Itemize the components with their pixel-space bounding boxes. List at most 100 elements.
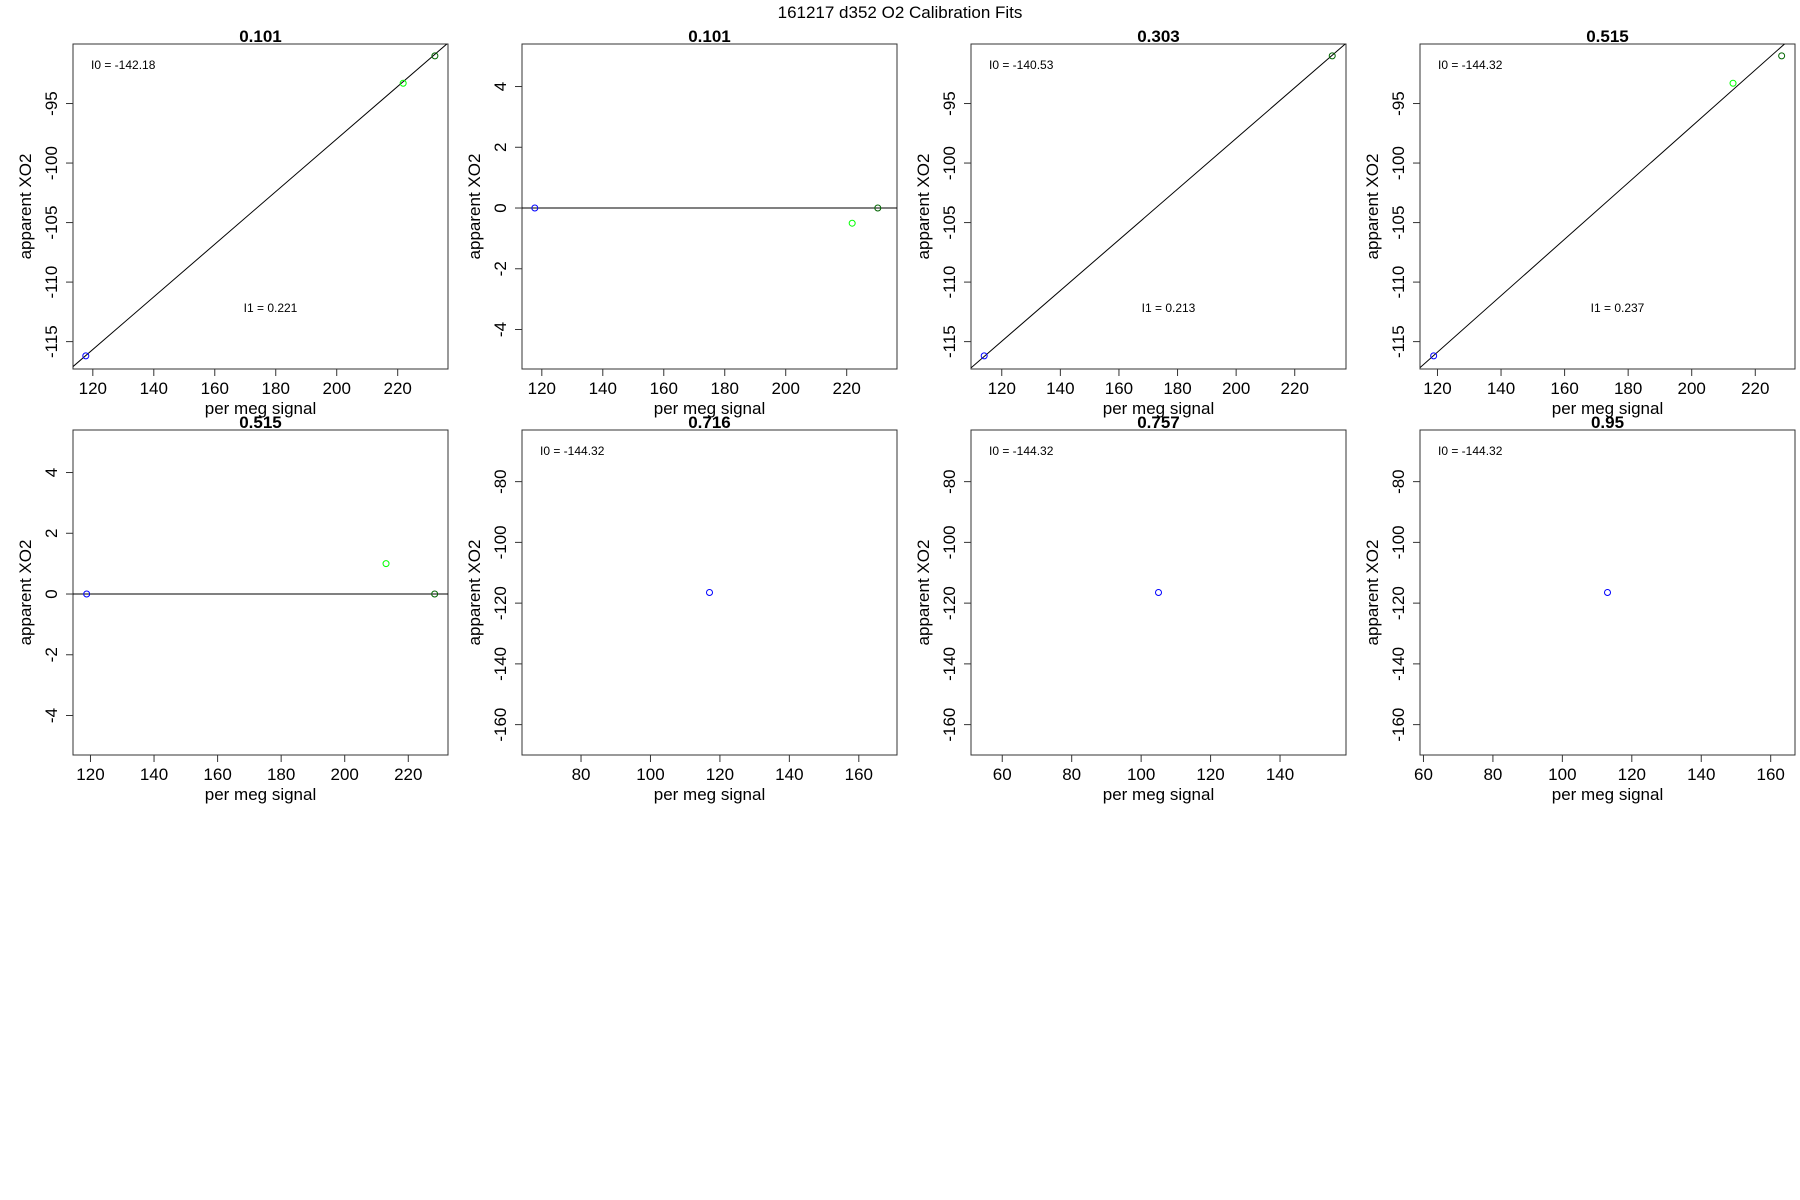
x-tick-label: 160: [203, 765, 231, 784]
panel-title: 0.515: [1586, 27, 1629, 46]
y-tick-label: -95: [1389, 91, 1408, 116]
y-tick-label: -120: [491, 586, 510, 620]
panel-6: 0.716 80 100 120 140 160 -80 -100 -120 -140 -160 pe…: [465, 413, 898, 804]
x-tick-label: 200: [772, 379, 800, 398]
x-tick-label: 140: [589, 379, 617, 398]
y-tick-label: -100: [491, 525, 510, 559]
fit-annotation: I1 = 0.213: [1142, 301, 1196, 315]
y-tick-label: 0: [491, 203, 510, 212]
data-point: [382, 560, 390, 568]
x-tick-label: 100: [1127, 765, 1155, 784]
y-axis-label: apparent XO2: [465, 154, 484, 260]
data-point: [1430, 352, 1438, 360]
x-tick-label: 140: [1487, 379, 1515, 398]
y-tick-label: -95: [940, 91, 959, 116]
x-tick-label: 120: [76, 765, 104, 784]
plot-frame: [1419, 429, 1796, 756]
y-tick-label: -120: [1389, 586, 1408, 620]
page-title: 161217 d352 O2 Calibration Fits: [778, 3, 1023, 22]
fit-annotation: I0 = -144.32: [1438, 444, 1503, 458]
data-point: [431, 52, 439, 60]
panel-title: 0.101: [688, 27, 731, 46]
panel-3: 0.303 120 140 160 180 200 220 -95 -100 -105 -110 -1…: [914, 27, 1347, 418]
y-tick-label: 4: [42, 468, 61, 477]
x-axis-label: per meg signal: [1552, 785, 1664, 804]
y-tick-label: -80: [940, 469, 959, 494]
x-tick-label: 200: [1222, 379, 1250, 398]
x-tick-label: 160: [1757, 765, 1785, 784]
y-tick-label: -105: [1389, 206, 1408, 240]
y-tick-label: -115: [940, 325, 959, 358]
x-tick-label: 180: [262, 379, 290, 398]
x-tick-label: 120: [79, 379, 107, 398]
panel-title: 0.757: [1137, 413, 1180, 432]
x-axis-label: per meg signal: [654, 785, 766, 804]
y-tick-label: -105: [42, 206, 61, 240]
panel-4: 0.515 120 140 160 180 200 220 -95 -100 -105 -110 -1…: [1363, 27, 1796, 418]
fit-annotation: I0 = -144.32: [989, 444, 1054, 458]
data-point: [1778, 52, 1786, 60]
plot-frame: [1419, 43, 1796, 370]
panel-1: 0.101 120 140 160 180 200 220 -95 -100 -105 -110 -1…: [16, 27, 449, 418]
y-axis-label: apparent XO2: [914, 154, 933, 260]
y-tick-label: -160: [491, 708, 510, 742]
y-tick-label: 2: [42, 529, 61, 538]
data-point: [848, 219, 856, 227]
y-tick-label: -100: [1389, 525, 1408, 559]
data-point: [1604, 589, 1611, 596]
x-tick-label: 200: [331, 765, 359, 784]
plot-frame: [970, 43, 1347, 370]
x-tick-label: 220: [1281, 379, 1309, 398]
y-tick-label: -100: [42, 146, 61, 180]
fit-line: [1420, 44, 1786, 368]
plot-frame: [521, 43, 898, 370]
panel-title: 0.716: [688, 413, 731, 432]
x-tick-label: 80: [1062, 765, 1081, 784]
x-tick-label: 140: [1687, 765, 1715, 784]
panel-title: 0.303: [1137, 27, 1180, 46]
y-tick-label: -115: [42, 325, 61, 358]
x-tick-label: 160: [1550, 379, 1578, 398]
y-tick-label: -110: [940, 266, 959, 299]
x-axis-label: per meg signal: [1103, 399, 1215, 418]
data-point: [82, 352, 90, 360]
y-tick-label: -140: [491, 647, 510, 681]
y-tick-label: 2: [491, 143, 510, 152]
y-tick-label: -4: [42, 708, 61, 723]
panel-5: 0.515 120 140 160 180 200 220 4 2 0 -2 -4 per meg si…: [16, 413, 449, 804]
plot-frame: [970, 429, 1347, 756]
x-tick-label: 200: [1678, 379, 1706, 398]
y-axis-label: apparent XO2: [465, 540, 484, 646]
x-tick-label: 60: [1414, 765, 1433, 784]
y-tick-label: -80: [491, 469, 510, 494]
data-point: [83, 590, 91, 598]
y-axis-label: apparent XO2: [1363, 540, 1382, 646]
x-tick-label: 140: [1046, 379, 1074, 398]
x-tick-label: 140: [140, 765, 168, 784]
y-axis-label: apparent XO2: [914, 540, 933, 646]
x-axis-label: per meg signal: [205, 785, 317, 804]
panel-title: 0.515: [239, 413, 282, 432]
y-tick-label: -4: [491, 322, 510, 337]
panel-title: 0.101: [239, 27, 282, 46]
x-tick-label: 120: [528, 379, 556, 398]
data-point: [1729, 79, 1737, 87]
x-tick-label: 100: [1548, 765, 1576, 784]
fit-annotation: I0 = -144.32: [1438, 58, 1503, 72]
x-tick-label: 160: [845, 765, 873, 784]
x-axis-label: per meg signal: [1103, 785, 1215, 804]
data-point: [399, 79, 407, 87]
x-tick-label: 160: [201, 379, 229, 398]
data-point: [980, 352, 988, 360]
data-point: [1328, 52, 1336, 60]
fit-annotation: I0 = -144.32: [540, 444, 605, 458]
x-tick-label: 180: [267, 765, 295, 784]
y-tick-label: -95: [42, 91, 61, 116]
x-tick-label: 120: [988, 379, 1016, 398]
x-tick-label: 180: [1163, 379, 1191, 398]
x-tick-label: 200: [323, 379, 351, 398]
plot-frame: [521, 429, 898, 756]
x-axis-label: per meg signal: [205, 399, 317, 418]
data-point: [431, 590, 439, 598]
